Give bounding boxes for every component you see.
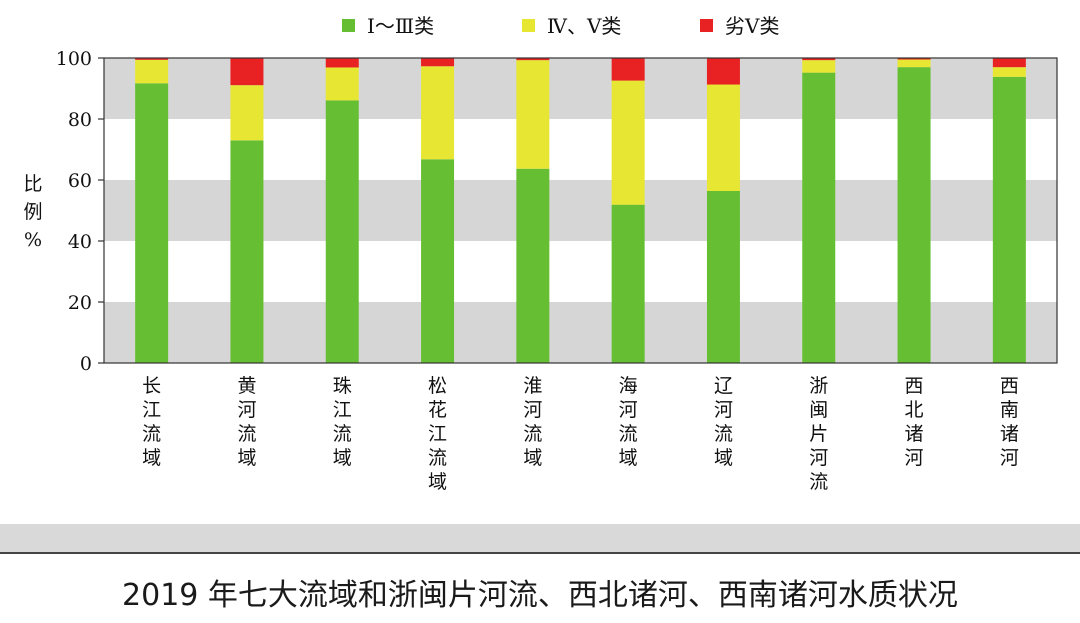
bar-segment — [802, 58, 836, 61]
x-tick-label: 河 — [619, 399, 638, 421]
figure-caption: 2019 年七大流域和浙闽片河流、西北诸河、西南诸河水质状况 — [122, 578, 958, 613]
bar-segment — [992, 67, 1026, 77]
x-tick-label: 河 — [237, 399, 256, 421]
bar-segment — [325, 67, 359, 101]
x-tick-label: 诸 — [905, 423, 924, 445]
x-tick-label: 淮 — [523, 375, 542, 397]
x-tick-label: 江 — [142, 399, 161, 421]
legend-label: Ⅰ～Ⅲ类 — [367, 14, 434, 38]
y-axis-label: 比 例 % — [18, 170, 48, 254]
x-tick-label: 辽 — [714, 375, 733, 397]
bar-segment — [611, 204, 645, 363]
x-tick-label: 域 — [142, 447, 161, 469]
legend-swatch — [700, 19, 713, 32]
bar-segment — [325, 100, 359, 364]
x-tick-label: 河 — [714, 399, 733, 421]
caption-divider — [0, 552, 1080, 554]
y-tick-label: 80 — [68, 109, 92, 131]
y-axis-label-char: % — [23, 229, 43, 251]
x-tick-label: 河 — [905, 447, 924, 469]
x-tick-label: 西 — [1000, 375, 1019, 397]
bar-segment — [897, 67, 931, 364]
x-tick-label: 河 — [809, 447, 828, 469]
bar-segment — [706, 190, 740, 363]
x-tick-label: 诸 — [1000, 423, 1019, 445]
caption-band — [0, 524, 1080, 552]
bar-segment — [135, 83, 169, 363]
bar-segment — [421, 58, 455, 67]
x-tick-label: 闽 — [809, 399, 828, 421]
x-tick-label: 域 — [237, 447, 256, 469]
x-tick-label: 流 — [333, 423, 352, 445]
bar-segment — [802, 60, 836, 73]
legend-swatch — [342, 19, 355, 32]
bar-segment — [230, 140, 264, 363]
bar-segment — [611, 58, 645, 81]
bar-segment — [611, 80, 645, 205]
x-tick-label: 海 — [619, 375, 638, 397]
legend-label: Ⅳ、Ⅴ类 — [547, 14, 621, 38]
x-tick-label: 域 — [523, 447, 542, 469]
x-tick-label: 流 — [142, 423, 161, 445]
x-tick-label: 流 — [237, 423, 256, 445]
bar-segment — [516, 60, 550, 169]
bar-segment — [802, 72, 836, 363]
x-tick-label: 河 — [1000, 447, 1019, 469]
bar-segment — [135, 58, 169, 60]
legend-swatch — [522, 19, 535, 32]
y-tick-label: 60 — [68, 170, 92, 192]
bar-segment — [325, 58, 359, 68]
x-tick-label: 域 — [619, 447, 638, 469]
x-tick-label: 域 — [714, 447, 733, 469]
bar-segment — [516, 168, 550, 363]
x-tick-label: 流 — [523, 423, 542, 445]
y-tick-label: 100 — [56, 48, 92, 70]
bar-segment — [230, 85, 264, 141]
y-tick-label: 20 — [68, 292, 92, 314]
bar-segment — [706, 58, 740, 85]
bar-segment — [421, 66, 455, 160]
bar-segment — [230, 58, 264, 86]
bar-segment — [897, 58, 931, 60]
y-tick-label: 40 — [68, 231, 92, 253]
plot-frame — [103, 57, 1058, 364]
y-axis-label-char: 例 — [23, 201, 43, 223]
bar-segment — [992, 58, 1026, 68]
x-tick-label: 江 — [428, 423, 447, 445]
x-tick-label: 花 — [428, 399, 447, 421]
x-tick-label: 域 — [428, 471, 447, 493]
x-tick-label: 流 — [714, 423, 733, 445]
bar-segment — [421, 159, 455, 363]
x-tick-label: 域 — [333, 447, 352, 469]
x-tick-label: 流 — [619, 423, 638, 445]
x-tick-label: 流 — [809, 471, 828, 493]
x-tick-label: 流 — [428, 447, 447, 469]
x-tick-label: 长 — [142, 375, 161, 397]
x-tick-label: 江 — [333, 399, 352, 421]
x-tick-label: 浙 — [809, 375, 828, 397]
x-tick-label: 西 — [905, 375, 924, 397]
x-tick-label: 河 — [523, 399, 542, 421]
x-tick-label: 南 — [1000, 399, 1019, 421]
bar-segment — [516, 58, 550, 61]
x-tick-label: 松 — [428, 375, 447, 397]
x-tick-label: 珠 — [333, 375, 352, 397]
stacked-bar-chart: 长江流域黄河流域珠江流域松花江流域淮河流域海河流域辽河流域浙闽片河流西北诸河西南… — [56, 14, 1058, 493]
y-axis-label-char: 比 — [23, 173, 43, 195]
legend-label: 劣Ⅴ类 — [725, 14, 779, 38]
x-tick-label: 北 — [905, 399, 924, 421]
x-tick-label: 黄 — [237, 375, 256, 397]
bar-segment — [992, 76, 1026, 363]
bar-segment — [706, 84, 740, 191]
x-tick-label: 片 — [809, 423, 828, 445]
bar-segment — [135, 59, 169, 84]
y-tick-label: 0 — [80, 353, 92, 375]
bar-segment — [897, 59, 931, 68]
